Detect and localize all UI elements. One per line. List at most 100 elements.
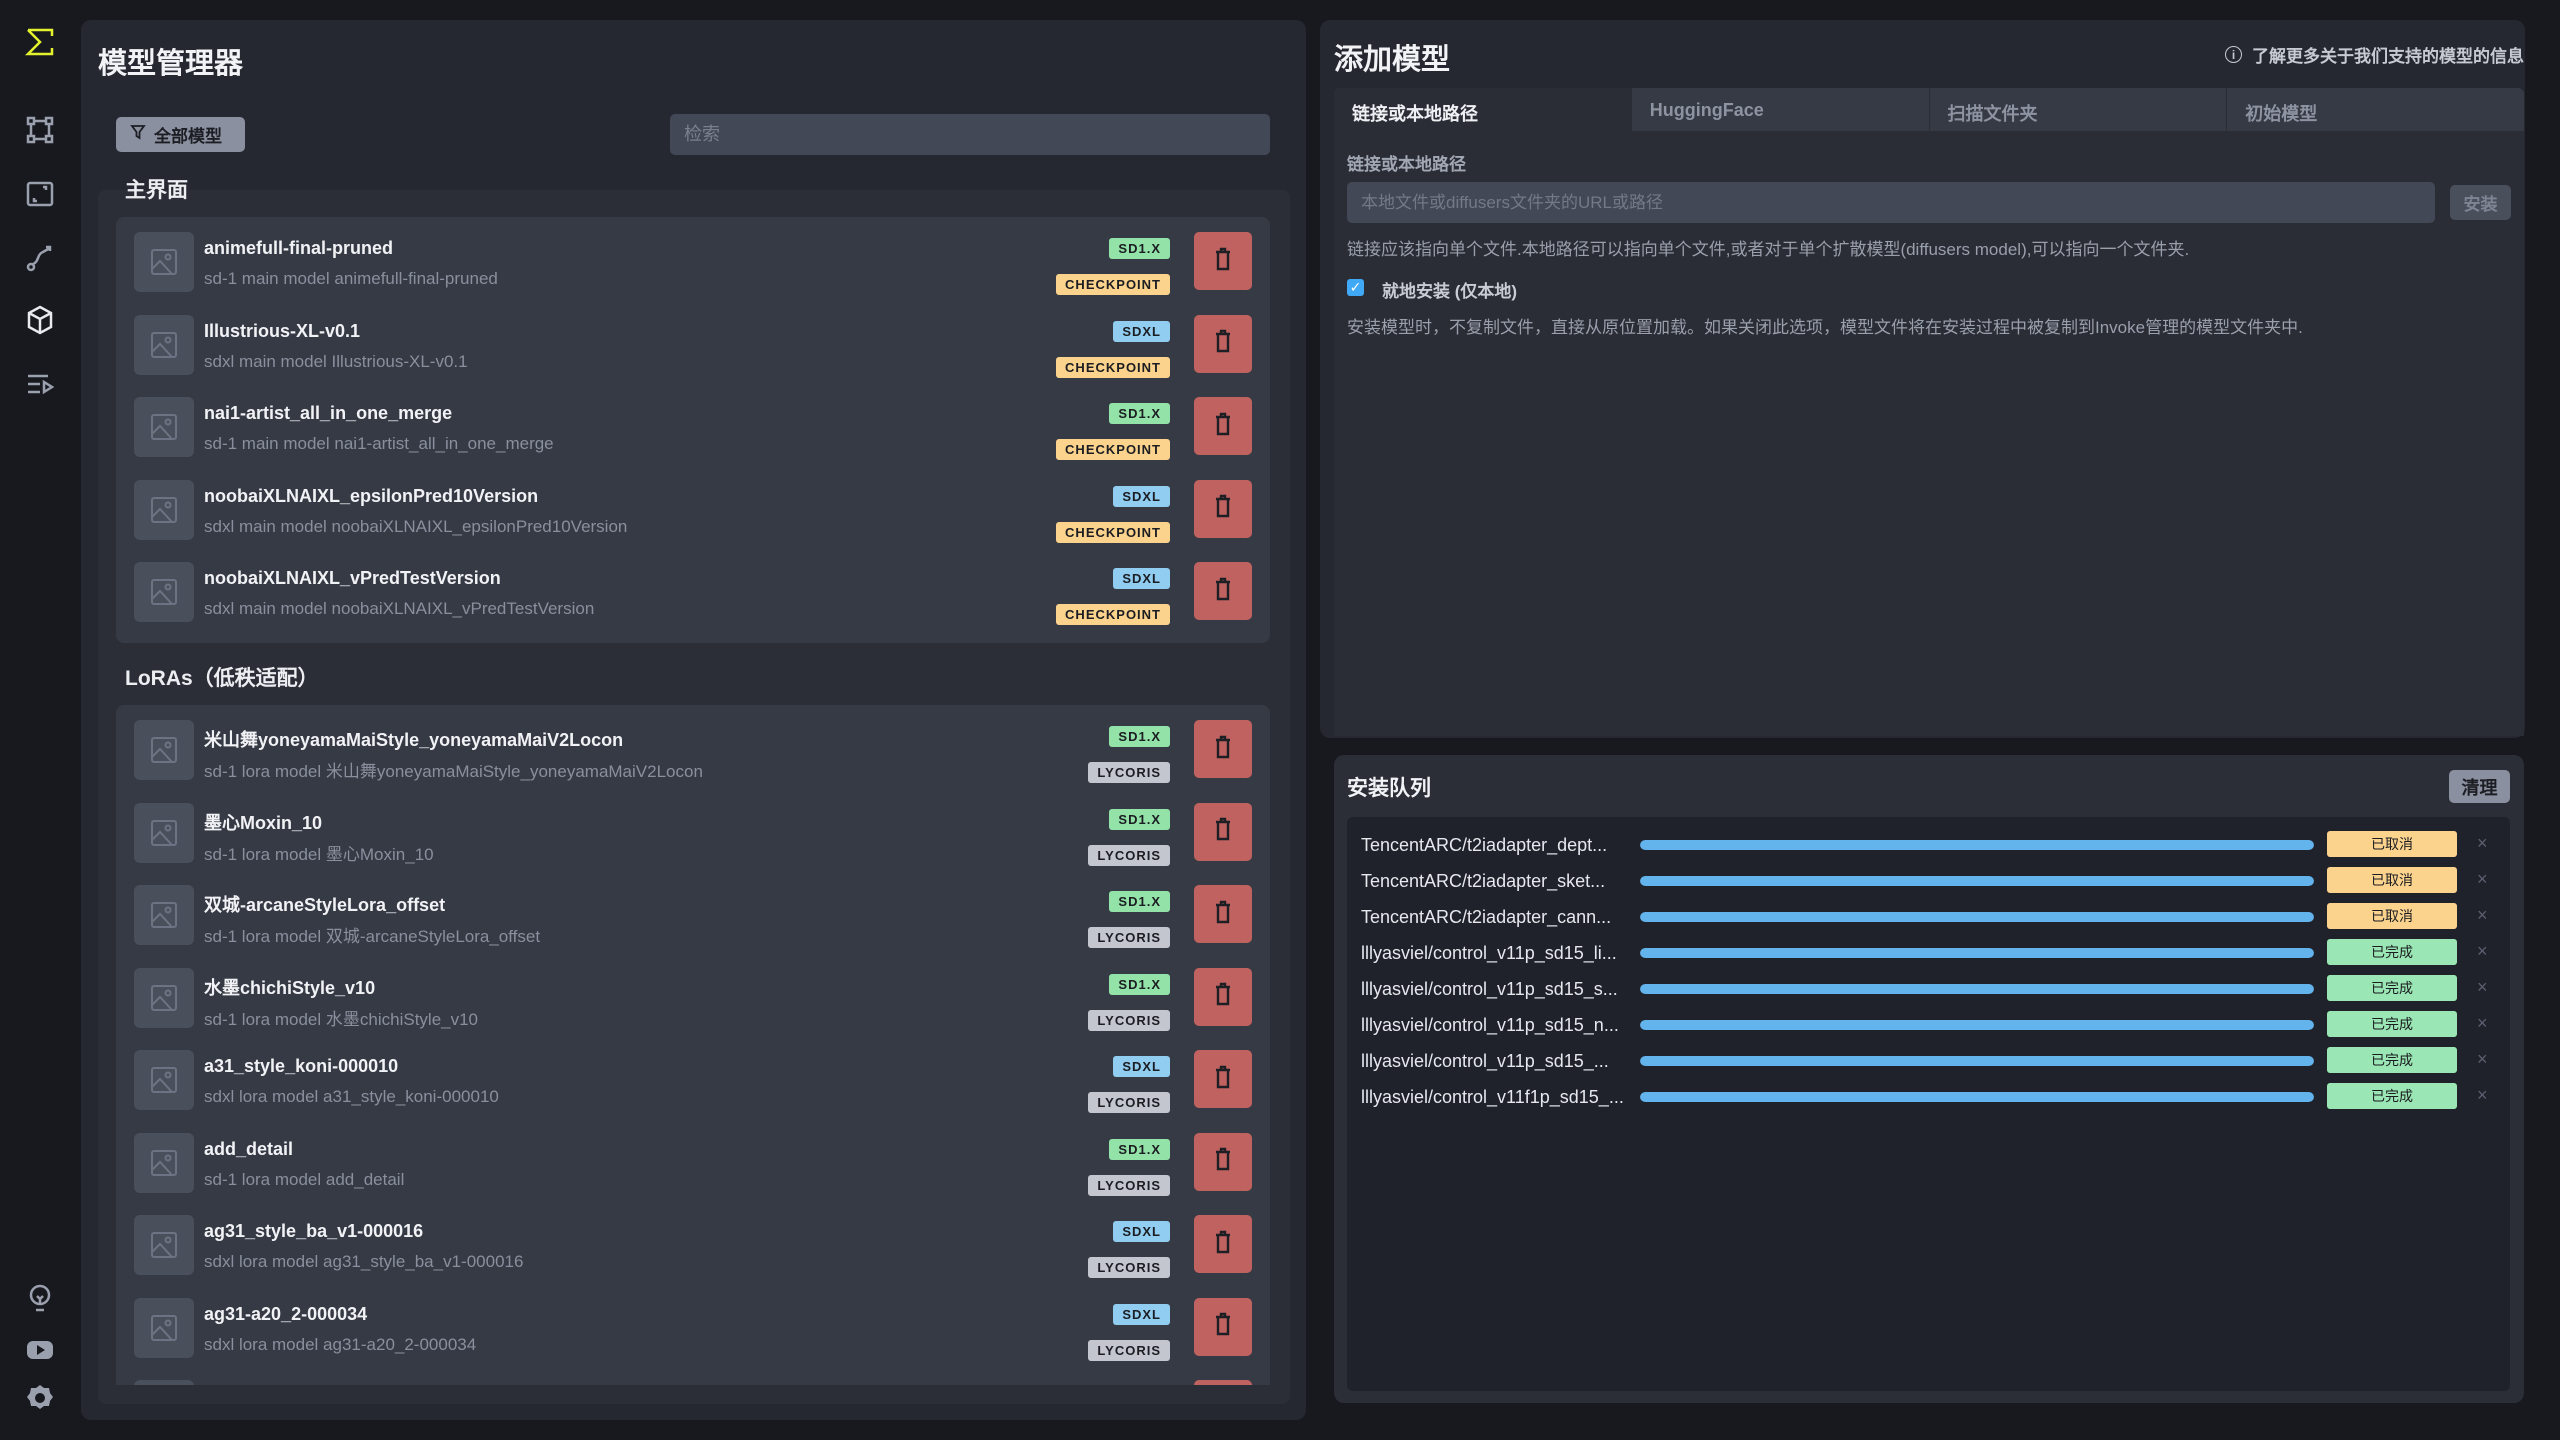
model-description: sd-1 lora model 米山舞yoneyamaMaiStyle_yone… — [204, 762, 703, 781]
remove-queue-item-icon[interactable]: × — [2477, 941, 2488, 961]
model-cube-icon[interactable] — [22, 302, 58, 338]
search-input[interactable] — [670, 114, 1270, 155]
queue-progress-fill — [1640, 1020, 2314, 1030]
remove-queue-item-icon[interactable]: × — [2477, 869, 2488, 889]
model-filter-button[interactable]: 全部模型 — [116, 117, 245, 152]
workflow-nodes-icon[interactable] — [22, 112, 58, 148]
youtube-icon[interactable] — [22, 1332, 58, 1368]
queue-status-badge: 已取消 — [2327, 831, 2457, 857]
delete-model-button[interactable] — [1194, 397, 1252, 455]
model-description: sdxl main model Illustrious-XL-v0.1 — [204, 351, 468, 371]
model-name: 双城-arcaneStyleLora_offset — [204, 895, 446, 915]
info-link-text: 了解更多关于我们支持的模型的信息 — [2252, 47, 2524, 66]
url-or-path-input[interactable] — [1347, 182, 2435, 223]
queue-list-icon[interactable] — [22, 366, 58, 402]
model-row[interactable]: animefull-final-pruned sd-1 main model an… — [134, 232, 1252, 304]
model-format-badge: LYCORIS — [1088, 1174, 1170, 1196]
model-description: sdxl main model noobaiXLNAIXL_epsilonPre… — [204, 516, 628, 536]
model-row[interactable]: ag31_style_ba_v1-000016 sdxl lora model a… — [134, 1215, 1252, 1287]
delete-model-button[interactable] — [1194, 1380, 1252, 1385]
remove-queue-item-icon[interactable]: × — [2477, 977, 2488, 997]
model-row[interactable]: noobaiXLNAIXL_epsilonPred10Version sdxl m… — [134, 479, 1252, 552]
supported-models-link[interactable]: i 了解更多关于我们支持的模型的信息 — [2225, 42, 2524, 67]
trash-icon — [1213, 817, 1233, 846]
curve-icon[interactable] — [22, 240, 58, 276]
base-model-badge: SDXL — [1113, 1056, 1170, 1077]
delete-model-button[interactable] — [1194, 1050, 1252, 1108]
model-description: sdxl main model noobaiXLNAIXL_vPredTestV… — [204, 599, 595, 618]
model-row[interactable]: 水墨chichiStyle_v10 sd-1 lora model 水墨chich… — [134, 967, 1252, 1040]
model-row-partial[interactable] — [134, 1380, 1252, 1385]
model-row[interactable]: 墨心Moxin_10 sd-1 lora model 墨心Moxin_10 SD1.… — [134, 802, 1252, 875]
queue-item-name: TencentARC/t2iadapter_dept... — [1361, 835, 1608, 855]
delete-model-button[interactable] — [1194, 720, 1252, 778]
lightbulb-icon[interactable] — [22, 1280, 58, 1316]
inplace-label[interactable]: 就地安装 (仅本地) — [1382, 282, 1518, 301]
model-row[interactable]: Illustrious-XL-v0.1 sdxl main model Illus… — [134, 314, 1252, 387]
model-thumbnail-icon — [134, 397, 194, 457]
remove-queue-item-icon[interactable]: × — [2477, 1013, 2488, 1033]
model-row[interactable]: noobaiXLNAIXL_vPredTestVersion sdxl main … — [134, 562, 1252, 634]
trash-icon — [1213, 577, 1233, 606]
delete-model-button[interactable] — [1194, 967, 1252, 1026]
remove-queue-item-icon[interactable]: × — [2477, 833, 2488, 853]
queue-item: lllyasviel/control_v11p_sd15_... 已完成 × — [1347, 1047, 2510, 1077]
model-row[interactable]: nai1-artist_all_in_one_merge sd-1 main mo… — [134, 397, 1252, 469]
remove-queue-item-icon[interactable]: × — [2477, 905, 2488, 925]
delete-model-button[interactable] — [1194, 562, 1252, 620]
delete-model-button[interactable] — [1194, 232, 1252, 290]
tab-huggingface[interactable]: HuggingFace — [1630, 88, 1929, 131]
gear-icon[interactable] — [22, 1380, 58, 1416]
remove-queue-item-icon[interactable]: × — [2477, 1085, 2488, 1105]
queue-progress-bar — [1640, 1020, 2314, 1030]
queue-progress-bar — [1640, 984, 2314, 994]
queue-item-name: TencentARC/t2iadapter_sket... — [1361, 871, 1606, 891]
base-model-badge: SDXL — [1113, 568, 1170, 589]
trash-icon — [1213, 1147, 1233, 1176]
queue-progress-bar — [1640, 912, 2314, 922]
tab-panel — [1334, 131, 2524, 736]
base-model-badge: SD1.X — [1109, 403, 1170, 424]
queue-progress-bar — [1640, 840, 2314, 850]
model-row[interactable]: 双城-arcaneStyleLora_offset sd-1 lora model… — [134, 885, 1252, 957]
tab-url-or-path[interactable]: 链接或本地路径 — [1334, 88, 1631, 131]
trash-icon — [1213, 982, 1233, 1011]
model-thumbnail-icon — [134, 232, 194, 292]
delete-model-button[interactable] — [1194, 885, 1252, 943]
delete-model-button[interactable] — [1194, 1215, 1252, 1273]
model-thumbnail-icon — [134, 1215, 194, 1275]
model-thumbnail-icon — [134, 1132, 194, 1193]
model-description: sdxl lora model ag31-a20_2-000034 — [204, 1334, 477, 1354]
install-button[interactable]: 安装 — [2450, 185, 2511, 220]
queue-progress-fill — [1640, 1056, 2314, 1066]
inplace-checkbox[interactable]: ✓ — [1347, 279, 1364, 296]
delete-model-button[interactable] — [1194, 314, 1252, 373]
model-name: ag31-a20_2-000034 — [204, 1303, 368, 1324]
model-row[interactable]: 米山舞yoneyamaMaiStyle_yoneyamaMaiV2Locon sd… — [134, 720, 1252, 792]
delete-model-button[interactable] — [1194, 1132, 1252, 1191]
delete-model-button[interactable] — [1194, 1297, 1252, 1356]
queue-item-name: lllyasviel/control_v11f1p_sd15_... — [1361, 1087, 1624, 1107]
queue-item-name: lllyasviel/control_v11p_sd15_s... — [1361, 979, 1618, 999]
tab-scan-folder[interactable]: 扫描文件夹 — [1928, 88, 2227, 131]
delete-model-button[interactable] — [1194, 802, 1252, 861]
invoke-logo-icon[interactable] — [22, 24, 58, 60]
queue-item-name: lllyasviel/control_v11p_sd15_n... — [1361, 1015, 1619, 1035]
remove-queue-item-icon[interactable]: × — [2477, 1049, 2488, 1069]
base-model-badge: SD1.X — [1109, 973, 1170, 995]
model-thumbnail-icon — [134, 1050, 194, 1110]
queue-item-name: lllyasviel/control_v11p_sd15_li... — [1361, 943, 1617, 963]
clear-queue-button[interactable]: 清理 — [2449, 770, 2510, 803]
main-model-list: animefull-final-pruned sd-1 main model an… — [116, 217, 1270, 643]
queue-item: lllyasviel/control_v11p_sd15_s... 已完成 × — [1347, 975, 2510, 1005]
model-description: sd-1 lora model add_detail — [204, 1169, 405, 1189]
base-model-badge: SD1.X — [1109, 1138, 1170, 1160]
model-thumbnail-icon — [134, 802, 194, 863]
model-row[interactable]: add_detail sd-1 lora model add_detail SD1.… — [134, 1132, 1252, 1205]
model-row[interactable]: a31_style_koni-000010 sdxl lora model a31… — [134, 1050, 1252, 1122]
tab-starter-models[interactable]: 初始模型 — [2226, 88, 2524, 131]
canvas-icon[interactable] — [22, 176, 58, 212]
queue-title: 安装队列 — [1347, 777, 1431, 800]
delete-model-button[interactable] — [1194, 479, 1252, 538]
